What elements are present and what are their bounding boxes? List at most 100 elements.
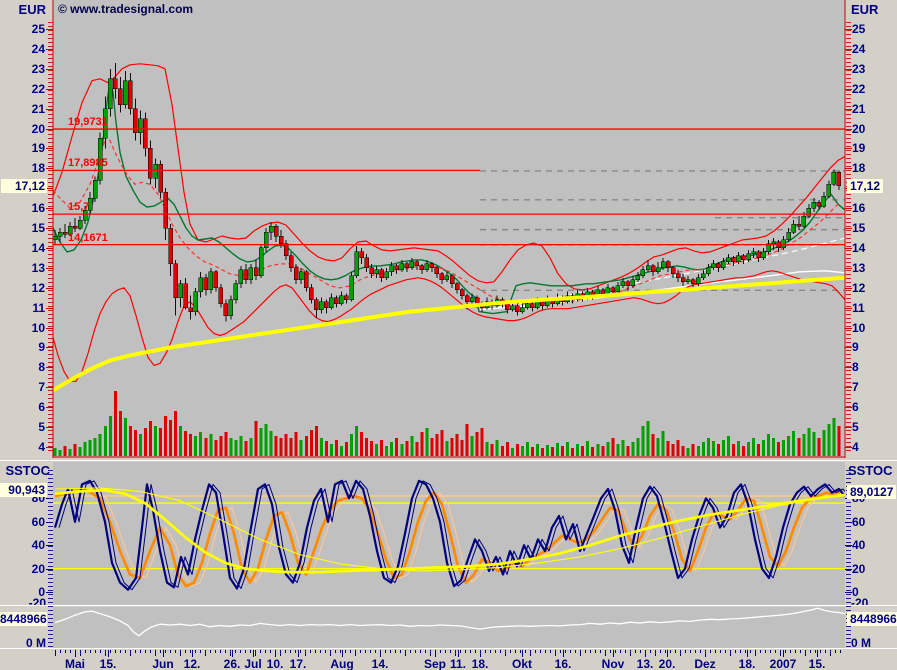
price-tick-label-right: 12: [852, 280, 866, 295]
price-tick-label-right: 19: [852, 141, 866, 156]
sstoc-tick-label-left: 40: [31, 538, 45, 553]
minor-tick-strip: [846, 610, 851, 648]
minor-tick-strip: [48, 22, 53, 452]
x-axis-label: 12.: [183, 657, 201, 670]
price-tick-label-right: 10: [852, 320, 866, 335]
clipped-tick-text: -20: [851, 597, 869, 605]
sstoc-tick-label-right: 40: [852, 538, 866, 553]
x-axis-major-tick: [163, 650, 164, 657]
x-axis-major-tick: [645, 650, 646, 657]
price-tick-label-right: 7: [852, 380, 859, 395]
price-tick-label-left: 20: [31, 121, 45, 136]
price-tick-label-right: 21: [852, 101, 866, 116]
price-tick-label-right: 16: [852, 201, 866, 216]
x-axis-label: Aug: [330, 657, 354, 670]
x-axis-major-tick: [75, 650, 76, 657]
price-tick-label-right: 11: [852, 300, 865, 315]
sstoc-clipped-tick-left: -20: [0, 597, 46, 605]
sstoc-clipped-tick-right: -20: [851, 597, 885, 605]
x-axis-major-tick: [563, 650, 564, 657]
x-axis-label: 13.: [636, 657, 654, 670]
x-axis-major-tick: [435, 650, 436, 657]
price-tick-label-left: 24: [31, 41, 45, 56]
sstoc-tick-label-left: 60: [31, 514, 45, 529]
x-axis-label: 10.: [266, 657, 284, 670]
sstoc-tick-label-right: 0: [852, 585, 859, 599]
price-tick-label-left: 23: [31, 61, 45, 76]
panel-separator: [0, 648, 897, 649]
current-price-label-left: 17,12: [1, 179, 47, 193]
price-tick-label-right: 24: [852, 41, 866, 56]
price-tick-label-right: 22: [852, 81, 866, 96]
price-level-label: 17,8985: [68, 157, 108, 170]
price-tick-label-left: 14: [31, 240, 45, 255]
x-axis-label: 17.: [289, 657, 307, 670]
price-axis-title-right: EUR: [851, 2, 879, 17]
sstoc-value-label-left: 90,943: [0, 483, 47, 497]
x-axis-major-tick: [783, 650, 784, 657]
x-axis-label: Jun: [152, 657, 174, 670]
price-tick-label-left: 13: [31, 260, 45, 275]
current-price-label-right: 17,12: [847, 179, 884, 193]
x-axis-label: 20.: [658, 657, 676, 670]
price-tick-label-left: 25: [31, 21, 45, 36]
x-axis-major-tick: [380, 650, 381, 657]
money-flow-plot-area[interactable]: [53, 607, 845, 648]
price-tick-label-left: 18: [31, 161, 45, 176]
price-tick-label-right: 23: [852, 61, 866, 76]
x-axis-label: 14.: [371, 657, 389, 670]
sstoc-tick-label-right: 60: [852, 514, 866, 529]
copyright-text: © www.tradesignal.com: [58, 2, 194, 16]
x-axis-weekly-ticks: [55, 650, 845, 656]
x-axis-major-tick: [480, 650, 481, 657]
price-tick-label-right: 15: [852, 221, 866, 236]
money-value-label-right: 8448966: [847, 612, 897, 626]
x-axis-major-tick: [522, 650, 523, 657]
x-axis-major-tick: [747, 650, 748, 657]
price-tick-label-right: 9: [852, 340, 859, 355]
sstoc-panel-title-left: SSTOC: [5, 463, 50, 478]
x-axis-label: 18.: [471, 657, 489, 670]
x-axis-major-tick: [705, 650, 706, 657]
x-axis-major-tick: [275, 650, 276, 657]
price-level-label: 19,9731: [68, 116, 108, 129]
x-axis-label: Okt: [511, 657, 533, 670]
price-tick-label-left: 4: [38, 440, 45, 454]
x-axis-major-tick: [108, 650, 109, 657]
x-axis-major-tick: [232, 650, 233, 657]
x-axis-label: 18.: [738, 657, 756, 670]
price-axis-title-left: EUR: [18, 2, 46, 17]
sstoc-indicator-plot-area[interactable]: [53, 462, 845, 606]
money-value-label-left: 8448966: [0, 612, 47, 626]
panel-separator: [0, 460, 897, 461]
price-tick-label-left: 9: [38, 340, 45, 355]
minor-tick-strip: [48, 470, 53, 610]
price-tick-label-left: 10: [31, 320, 45, 335]
x-axis-major-tick: [667, 650, 668, 657]
x-axis-label: Dez: [694, 657, 716, 670]
x-axis-label: 16.: [554, 657, 572, 670]
sstoc-value-label-right: 89,0127: [847, 485, 897, 499]
panel-separator: [0, 605, 897, 606]
price-tick-label-right: 6: [852, 400, 859, 415]
price-tick-label-left: 15: [31, 221, 45, 236]
price-level-label: 15,7: [68, 201, 90, 214]
x-axis-major-tick: [458, 650, 459, 657]
price-tick-label-right: 20: [852, 121, 866, 136]
price-tick-label-left: 16: [31, 201, 45, 216]
x-axis-label: 11.: [449, 657, 467, 670]
price-tick-label-right: 18: [852, 161, 866, 176]
x-axis-major-tick: [342, 650, 343, 657]
price-chart-plot-area[interactable]: [53, 0, 845, 458]
x-axis-label: Mai: [64, 657, 86, 670]
x-axis-label: Sep: [423, 657, 447, 670]
sstoc-tick-label-right: 20: [852, 561, 866, 576]
price-tick-label-right: 4: [852, 440, 859, 454]
x-axis-label: Jul: [244, 657, 262, 670]
price-tick-label-left: 8: [38, 360, 45, 375]
price-tick-label-right: 8: [852, 360, 859, 375]
x-axis-label: 26.: [223, 657, 241, 670]
sstoc-tick-label-left: 0: [38, 585, 45, 599]
x-axis-major-tick: [817, 650, 818, 657]
price-level-label: 14,1671: [68, 231, 108, 244]
